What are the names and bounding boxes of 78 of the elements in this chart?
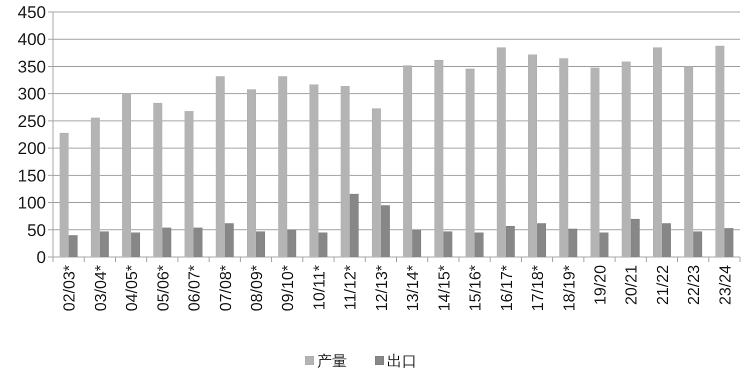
bar	[318, 232, 328, 257]
bar	[466, 68, 475, 257]
y-tick-label: 100	[18, 194, 46, 213]
bar	[693, 231, 702, 257]
x-tick-label: 19/20	[592, 264, 610, 306]
x-tick-label: 13/14*	[405, 265, 422, 312]
x-tick-label: 23/24	[717, 264, 734, 306]
x-tick-label: 18/19*	[561, 265, 578, 312]
y-tick-label: 200	[18, 139, 46, 158]
x-tick-label: 06/07*	[186, 265, 204, 312]
x-tick-label: 21/22	[654, 264, 672, 306]
x-tick-label: 15/16*	[468, 265, 485, 312]
bar	[662, 223, 671, 257]
bar	[684, 66, 694, 257]
bar	[652, 47, 662, 257]
bar	[724, 228, 734, 257]
bar	[68, 235, 78, 257]
bar	[537, 223, 546, 257]
bar	[622, 62, 631, 257]
bar	[496, 47, 506, 257]
bar	[474, 232, 484, 257]
x-tick-label: 04/05*	[124, 265, 142, 312]
legend-label: 出口	[387, 353, 417, 370]
legend-label: 产量	[317, 353, 347, 370]
x-tick-label: 14/15*	[436, 265, 454, 312]
bar	[90, 118, 100, 257]
x-tick-label: 20/21	[624, 264, 641, 306]
bar	[506, 226, 515, 257]
x-tick-label: 11/12*	[342, 265, 360, 310]
bar	[162, 228, 172, 257]
bar	[630, 218, 640, 257]
bar	[216, 76, 225, 257]
y-tick-label: 450	[18, 3, 46, 22]
bar	[568, 228, 578, 257]
bar	[246, 89, 256, 257]
bar	[153, 102, 162, 257]
y-tick-label: 250	[18, 112, 46, 131]
bar	[194, 228, 203, 257]
bar	[403, 65, 412, 257]
bar	[412, 230, 422, 257]
y-tick-label: 50	[27, 220, 46, 240]
bar	[559, 58, 568, 257]
bar	[60, 132, 69, 257]
y-tick-label: 300	[18, 84, 46, 104]
x-tick-label: 17/18*	[530, 265, 548, 312]
x-tick-label: 22/23	[686, 264, 704, 306]
bar	[715, 46, 724, 257]
y-tick-label: 0	[36, 248, 46, 267]
x-tick-label: 10/11*	[311, 265, 328, 310]
x-tick-label: 03/04*	[92, 265, 110, 312]
bar	[287, 230, 296, 257]
bar	[309, 84, 318, 257]
bar	[278, 76, 288, 257]
x-tick-label: 09/10*	[280, 265, 298, 312]
bar	[434, 60, 444, 257]
bar	[122, 94, 132, 257]
x-tick-label: 16/17*	[498, 265, 516, 312]
bar	[256, 231, 265, 257]
bar	[224, 223, 234, 257]
bar	[350, 194, 359, 257]
bar	[528, 54, 538, 257]
x-tick-label: 07/08*	[218, 265, 235, 312]
bar	[340, 86, 350, 257]
x-tick-label: 02/03*	[62, 265, 79, 312]
bar	[184, 111, 194, 257]
bar	[590, 68, 600, 257]
bar	[372, 108, 381, 257]
y-tick-label: 350	[18, 57, 46, 76]
bar	[380, 205, 390, 257]
y-tick-label: 150	[18, 166, 46, 186]
y-tick-label: 400	[18, 30, 46, 50]
bar	[131, 232, 140, 257]
x-tick-label: 12/13*	[374, 265, 391, 312]
x-tick-label: 05/06*	[155, 265, 172, 312]
bar	[443, 231, 452, 257]
x-tick-label: 08/09*	[248, 265, 266, 312]
bar	[599, 232, 608, 257]
bar	[100, 231, 109, 257]
